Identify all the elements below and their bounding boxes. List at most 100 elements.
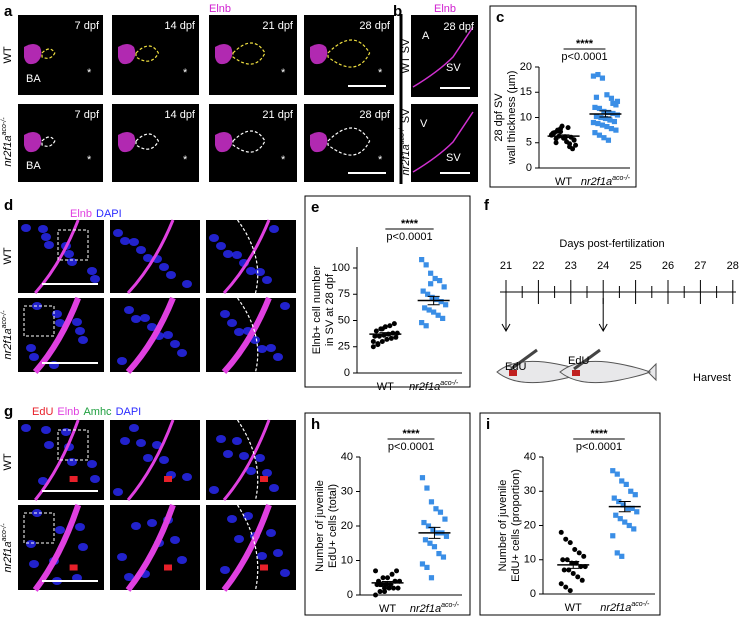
edu — [164, 564, 172, 571]
data-point — [601, 135, 607, 141]
day-label: 23 — [565, 260, 577, 272]
wall — [412, 111, 474, 173]
inset-box — [23, 512, 55, 544]
outline — [41, 48, 56, 59]
nucleus — [131, 522, 141, 530]
stage-label: 28 dpf — [359, 109, 391, 121]
error-bar — [567, 560, 580, 569]
panel-letter: h — [311, 416, 320, 433]
y-axis-label: in SV at 28 dpf — [324, 273, 336, 346]
data-point — [419, 475, 426, 481]
region-label: SV — [446, 152, 461, 164]
nucleus — [170, 536, 180, 544]
nucleus — [209, 486, 219, 494]
data-point — [626, 522, 632, 529]
y-tick-label: 20 — [524, 519, 536, 531]
data-point — [385, 575, 391, 581]
region: SV — [400, 108, 412, 126]
data-point — [605, 137, 612, 143]
nucleus — [273, 353, 283, 361]
data-point — [382, 585, 388, 591]
nucleus — [38, 225, 48, 233]
data-point — [555, 128, 561, 134]
data-point — [373, 568, 379, 574]
nucleus — [232, 437, 242, 445]
error-bar — [427, 295, 440, 306]
data-point — [436, 551, 442, 557]
panel-letter: c — [496, 9, 504, 26]
nucleus — [44, 241, 54, 249]
nucleus — [131, 315, 141, 323]
outline — [237, 419, 259, 501]
y-tick-label: 30 — [524, 485, 536, 497]
data-point — [442, 516, 448, 522]
data-point — [619, 478, 625, 484]
data-point — [613, 127, 619, 133]
nucleus — [227, 319, 237, 327]
error-bar — [618, 501, 631, 513]
x-tick-label: WT — [377, 381, 394, 393]
x-tick-label: WT — [565, 602, 582, 614]
stain-label: Elnb — [209, 3, 231, 15]
nucleus — [220, 566, 230, 574]
data-point — [428, 270, 434, 276]
nucleus — [75, 523, 85, 531]
data-point — [440, 315, 446, 321]
y-axis-label: wall thickness (µm) — [506, 71, 518, 166]
row-label: nr2f1aaco-/- SV — [399, 108, 412, 176]
row-label: WT — [2, 247, 14, 264]
data-point — [419, 257, 425, 263]
nucleus — [255, 268, 265, 276]
data-point — [384, 336, 390, 342]
data-point — [395, 585, 401, 591]
asterisk: * — [378, 67, 383, 79]
data-point — [393, 334, 399, 340]
data-point — [431, 544, 438, 550]
nucleus — [177, 556, 187, 564]
data-point — [419, 320, 425, 326]
data-point — [387, 323, 393, 329]
y-axis-label: Elnb+ cell number — [311, 265, 323, 354]
region-label: V — [420, 118, 428, 130]
outline — [327, 127, 371, 156]
error-bar — [379, 332, 392, 337]
fish — [559, 360, 657, 384]
data-point — [593, 94, 600, 100]
region-label: SV — [446, 62, 461, 74]
panel-frame — [479, 412, 661, 616]
data-point — [419, 561, 426, 567]
stain-name: Elnb — [57, 406, 79, 418]
nucleus — [87, 460, 97, 468]
y-tick-label: 100 — [332, 262, 350, 274]
data-point — [614, 550, 620, 556]
stain-name: DAPI — [116, 406, 142, 418]
wall — [222, 419, 271, 501]
data-point — [372, 333, 378, 339]
y-tick-label: 20 — [520, 61, 532, 73]
signal — [118, 44, 136, 65]
data-point — [443, 533, 450, 539]
panel-letter: f — [484, 197, 490, 214]
stage-label: 7 dpf — [75, 109, 100, 121]
wall — [125, 504, 176, 592]
y-axis-label: EdU+ cells (proportion) — [510, 469, 522, 582]
outline — [237, 219, 259, 294]
nucleus — [61, 428, 71, 436]
stage-label: 14 dpf — [164, 20, 196, 32]
nucleus — [159, 456, 169, 464]
allele: aco-/- — [1, 523, 8, 542]
data-point — [375, 342, 381, 348]
data-point — [370, 339, 376, 344]
outline — [327, 39, 371, 68]
data-point — [433, 506, 439, 512]
region-label: A — [422, 30, 430, 42]
data-point — [617, 516, 623, 522]
data-point — [622, 519, 628, 525]
panel-letter: d — [4, 197, 13, 214]
nucleus — [67, 458, 77, 466]
outline — [236, 504, 259, 591]
gene: nr2f1a — [409, 381, 440, 393]
nucleus — [124, 573, 134, 581]
wall — [125, 296, 176, 375]
region-label: BA — [26, 73, 41, 85]
